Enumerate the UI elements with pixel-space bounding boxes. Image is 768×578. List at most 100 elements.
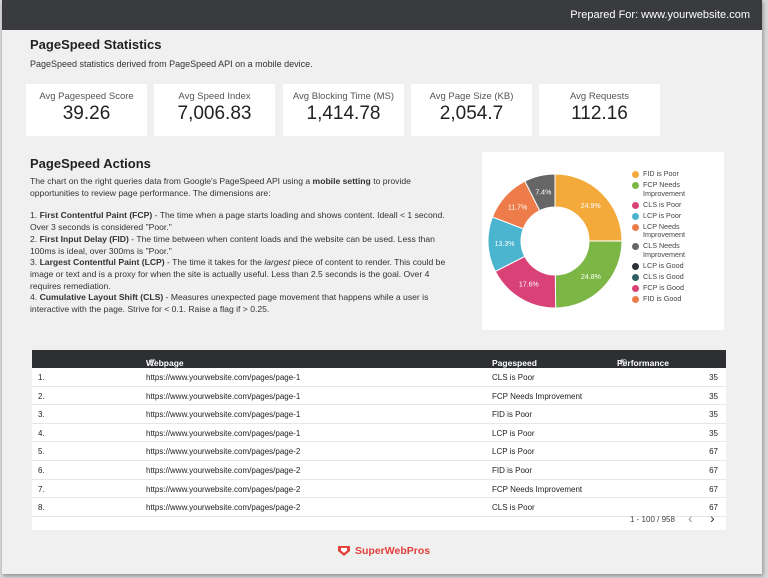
table-row[interactable]: 3. https://www.yourwebsite.com/pages/page… — [32, 405, 726, 424]
slice-data-label: 11.7% — [508, 205, 527, 212]
row-action: FCP Needs Improvement — [492, 484, 583, 494]
row-webpage: https://www.yourwebsite.com/pages/page-2 — [146, 466, 301, 475]
sort-icon: ▾ — [149, 359, 153, 366]
legend-item[interactable]: FCP Needs Improvement — [632, 179, 722, 198]
row-number: 7. — [38, 484, 45, 494]
row-webpage: https://www.yourwebsite.com/pages/page-1 — [146, 410, 301, 420]
pagination: 1 - 100 / 958 ‹ › — [32, 510, 726, 528]
table-row[interactable]: 2. https://www.yourwebsite.com/pages/page… — [32, 387, 726, 406]
kpi-card-pagespeed-score: Avg Pagespeed Score 39.26 — [26, 84, 147, 136]
row-number: 2. — [38, 391, 45, 401]
next-page-icon[interactable]: › — [710, 510, 715, 526]
row-webpage: https://www.yourwebsite.com/pages/page-2 — [146, 503, 301, 513]
kpi-value: 2,054.7 — [439, 103, 504, 124]
legend-label: FCP is Good — [643, 282, 685, 292]
table-row[interactable]: 1. https://www.yourwebsite.com/pages/page… — [32, 368, 726, 387]
item-term: Cumulative Layout Shift (CLS) — [39, 292, 164, 303]
row-webpage: https://www.yourwebsite.com/pages/page-1 — [146, 428, 301, 438]
row-webpage: https://www.yourwebsite.com/pages/page-2 — [146, 447, 301, 457]
donut-slice[interactable] — [524, 173, 556, 212]
item-term: First Contentful Paint (FCP) — [39, 210, 153, 221]
actions-donut-card: 24.9% 24.8% 17.6% 13.3% 11.7% 7.4% FID is Poo… — [482, 152, 724, 330]
stats-title: PageSpeed Statistics — [30, 37, 162, 52]
kpi-label: Avg Pagespeed Score — [39, 91, 134, 102]
superwebpros-logo-icon — [338, 546, 350, 556]
row-number: 3. — [38, 410, 45, 420]
row-number: 6. — [38, 466, 45, 475]
actions-description: The chart on the right queries data from… — [30, 176, 460, 316]
footer-brand: SuperWebPros — [337, 544, 430, 558]
legend-item[interactable]: FID is Good — [632, 294, 722, 304]
table-row[interactable]: 8. https://www.yourwebsite.com/pages/page… — [32, 498, 726, 517]
legend-item[interactable]: LCP is Poor — [632, 211, 722, 221]
pagination-range: 1 - 100 / 958 — [630, 515, 675, 524]
col-label: Pagespeed Action — [492, 358, 537, 378]
row-score: 67 — [709, 466, 718, 475]
item-term: First Input Delay (FID) — [39, 233, 129, 244]
legend-item[interactable]: CLS Needs Improvement — [632, 241, 722, 259]
actions-intro: The chart on the right queries data from… — [30, 176, 460, 199]
legend-swatch — [632, 295, 639, 303]
dimension-lcp: 3. Largest Contentful Paint (LCP) - The … — [30, 257, 460, 292]
intro-bold: mobile setting — [312, 176, 371, 186]
row-score: 35 — [709, 428, 718, 438]
row-score: 67 — [709, 484, 718, 494]
col-label: Webpage — [146, 358, 184, 368]
item-num: 3. — [30, 257, 40, 268]
info-icon: ⓘ — [149, 360, 156, 367]
kpi-card-page-size: Avg Page Size (KB) 2,054.7 — [411, 84, 532, 136]
kpi-card-speed-index: Avg Speed Index 7,006.83 — [154, 84, 275, 136]
item-text: - Measures unexpected page movement that… — [30, 292, 429, 315]
row-action: CLS is Poor — [492, 503, 535, 513]
table-header: Webpage ⓘ ▾ Pagespeed Action Performance S… — [32, 350, 726, 378]
legend-item[interactable]: LCP is Good — [632, 260, 722, 271]
table-row[interactable]: 7. https://www.yourwebsite.com/pages/page… — [32, 480, 726, 499]
kpi-value: 112.16 — [571, 103, 628, 124]
legend-label: CLS is Good — [643, 271, 684, 281]
row-webpage: https://www.yourwebsite.com/pages/page-1 — [146, 373, 301, 382]
legend-item[interactable]: LCP Needs Improvement — [632, 221, 722, 240]
legend-item[interactable]: CLS is Good — [632, 271, 722, 282]
slice-data-label: 7.4% — [535, 189, 551, 196]
legend-swatch — [632, 181, 639, 189]
row-number: 5. — [38, 447, 45, 457]
item-text: - The time between when content loads an… — [30, 233, 435, 256]
row-webpage: https://www.yourwebsite.com/pages/page-2 — [146, 484, 301, 494]
legend-item[interactable]: CLS is Poor — [632, 200, 722, 210]
table-row[interactable]: 4. https://www.yourwebsite.com/pages/page… — [32, 424, 726, 443]
row-score: 35 — [709, 410, 718, 420]
legend-swatch — [632, 243, 639, 251]
item-italic: largest — [264, 257, 291, 268]
donut-chart: 24.9% 24.8% 17.6% 13.3% 11.7% 7.4% — [487, 173, 623, 309]
row-number: 8. — [38, 503, 45, 513]
donut-slice[interactable] — [554, 173, 623, 242]
prev-page-icon[interactable]: ‹ — [688, 510, 693, 526]
donut-slice[interactable] — [554, 240, 623, 309]
row-action: CLS is Poor — [492, 373, 535, 382]
legend-swatch — [632, 212, 639, 220]
table-row[interactable]: 6. https://www.yourwebsite.com/pages/page… — [32, 461, 726, 480]
legend-label: FID is Poor — [643, 169, 679, 178]
legend-item[interactable]: FCP is Good — [632, 282, 722, 293]
kpi-value: 7,006.83 — [177, 103, 252, 124]
prepared-for-text: Prepared For: www.yourwebsite.com — [570, 9, 750, 21]
slice-data-label: 24.9% — [581, 203, 601, 210]
legend-label: LCP Needs Improvement — [643, 221, 685, 240]
slice-data-label: 17.6% — [519, 282, 539, 289]
row-score: 35 — [709, 373, 718, 382]
actions-title: PageSpeed Actions — [30, 156, 151, 171]
legend-label: LCP is Good — [643, 260, 684, 270]
row-action: FCP Needs Improvement — [492, 391, 583, 401]
legend-item[interactable]: FID is Poor — [632, 169, 722, 179]
slice-data-label: 13.3% — [495, 241, 515, 248]
row-action: LCP is Poor — [492, 428, 535, 438]
legend-label: FCP Needs Improvement — [643, 179, 685, 198]
row-number: 4. — [38, 428, 45, 438]
row-score: 35 — [709, 391, 718, 401]
item-text: - The time when a page starts loading an… — [30, 210, 445, 233]
kpi-label: Avg Page Size (KB) — [429, 91, 514, 102]
kpi-label: Avg Requests — [570, 91, 629, 102]
table-row[interactable]: 5. https://www.yourwebsite.com/pages/page… — [32, 442, 726, 461]
kpi-card-blocking-time: Avg Blocking Time (MS) 1,414.78 — [283, 84, 404, 136]
